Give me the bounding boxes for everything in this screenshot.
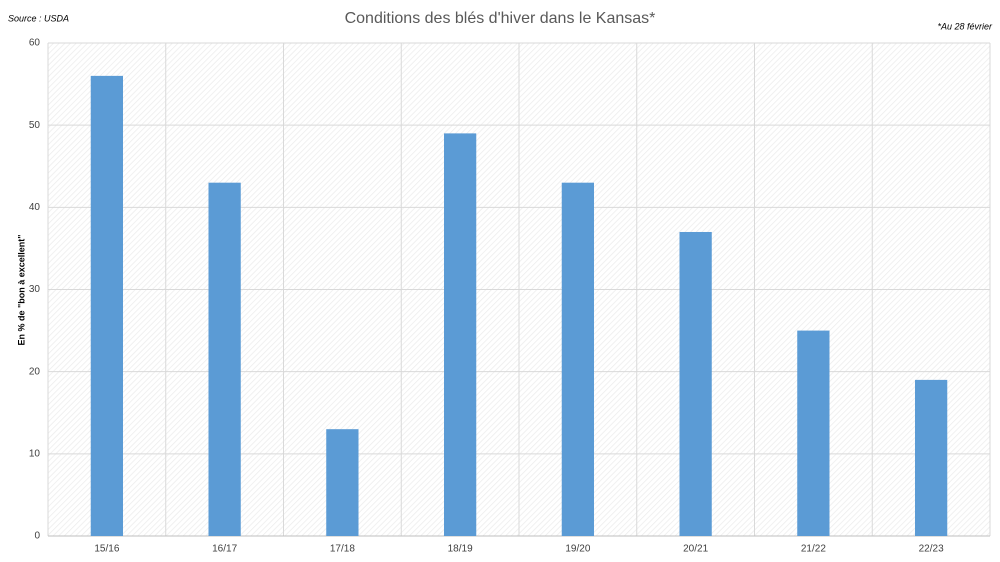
x-tick-label: 15/16 xyxy=(94,544,119,555)
y-axis-label: En % de "bon à excellent" xyxy=(16,234,26,345)
bar xyxy=(797,330,830,536)
bar xyxy=(914,379,948,536)
x-tick-label: 16/17 xyxy=(212,544,237,555)
y-tick-label: 20 xyxy=(29,366,41,377)
x-tick-label: 19/20 xyxy=(565,544,590,555)
y-tick-label: 30 xyxy=(29,284,41,295)
x-tick-label: 21/22 xyxy=(801,544,826,555)
x-tick-label: 18/19 xyxy=(448,544,473,555)
source: Source : USDA xyxy=(8,13,69,23)
y-tick-label: 40 xyxy=(29,202,41,213)
y-tick-label: 50 xyxy=(29,120,41,131)
bar xyxy=(679,231,712,536)
note: *Au 28 février xyxy=(937,21,993,31)
x-tick-label: 22/23 xyxy=(919,544,944,555)
bar xyxy=(326,429,359,536)
bar xyxy=(561,182,595,536)
y-tick-label: 60 xyxy=(29,38,41,49)
x-tick-label: 20/21 xyxy=(683,544,708,555)
y-tick-label: 0 xyxy=(34,531,40,542)
bar xyxy=(208,182,241,536)
bar xyxy=(443,133,477,536)
y-tick-label: 10 xyxy=(29,448,41,459)
chart-title: Conditions des blés d'hiver dans le Kans… xyxy=(345,10,656,27)
bar xyxy=(90,75,124,536)
x-tick-label: 17/18 xyxy=(330,544,355,555)
